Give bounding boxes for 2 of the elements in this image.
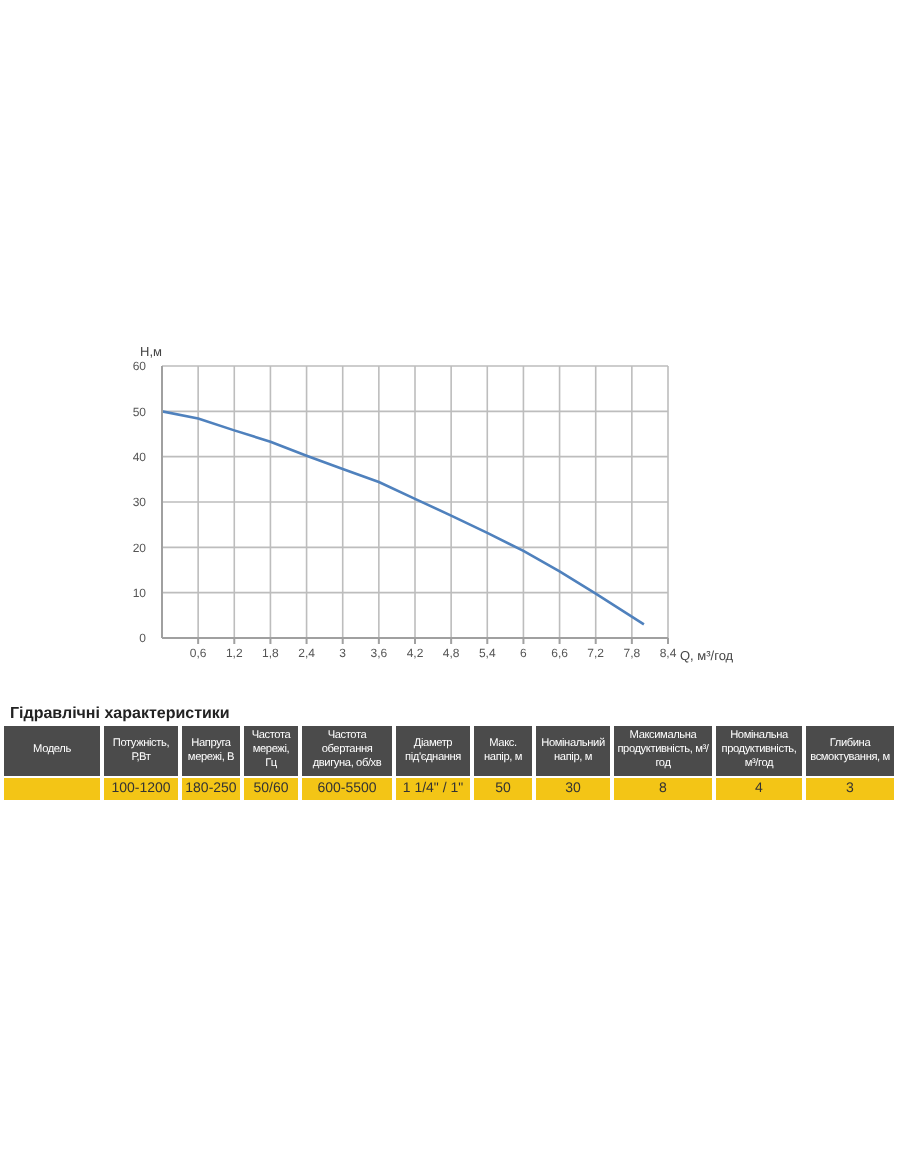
line-series	[162, 410, 646, 626]
text: Гідравлічні характеристики	[10, 704, 230, 722]
